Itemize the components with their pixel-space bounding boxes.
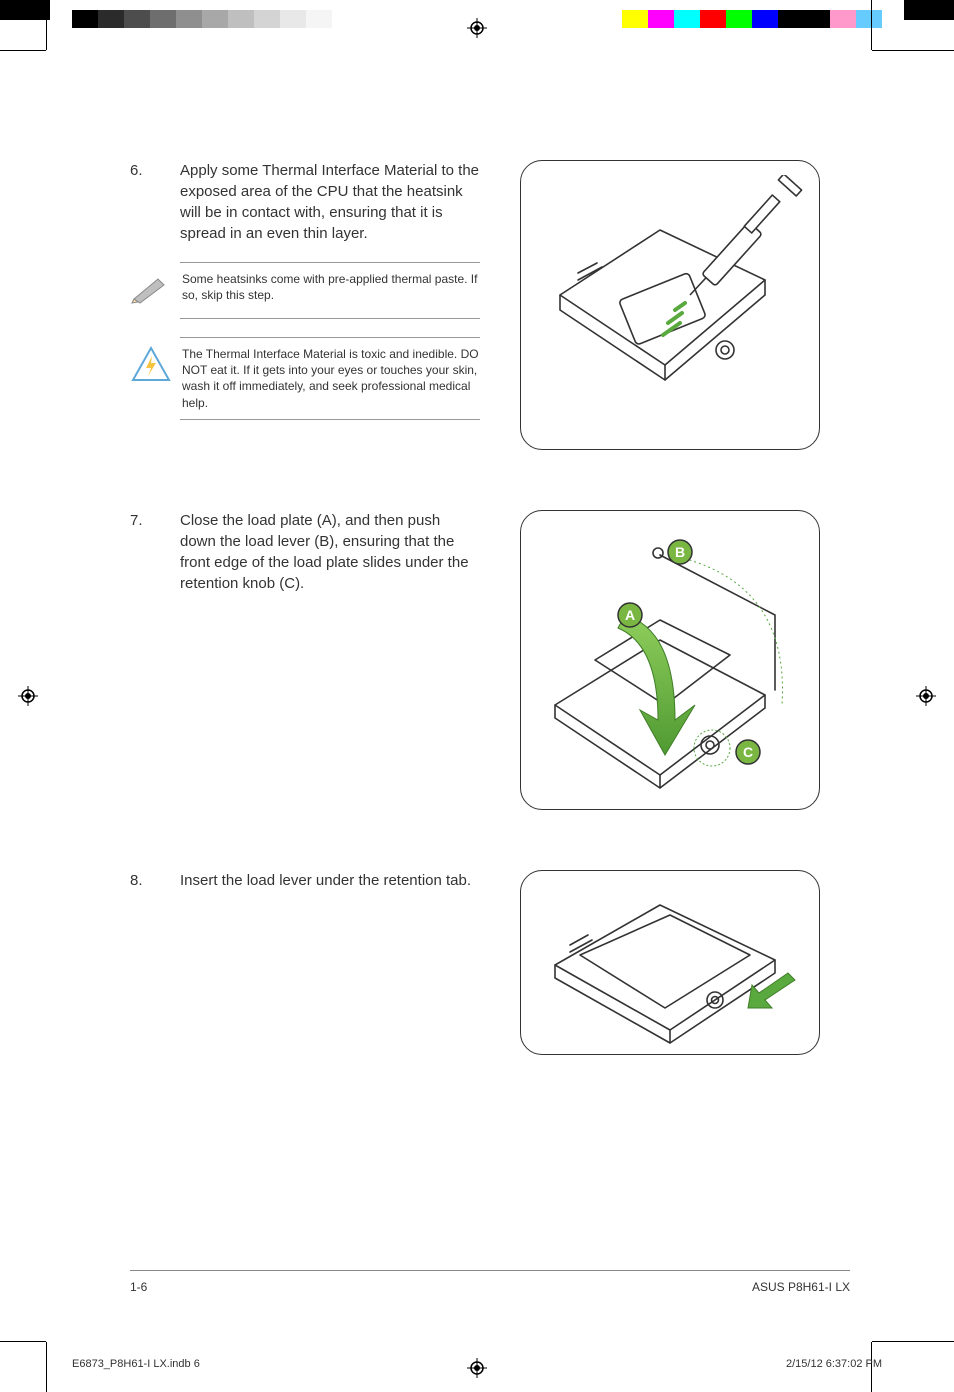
step-text: Apply some Thermal Interface Material to… <box>180 160 480 244</box>
step-text: Close the load plate (A), and then push … <box>180 510 480 594</box>
registration-mark-right <box>916 686 936 706</box>
color-calibration-strip <box>596 10 882 28</box>
print-datetime: 2/15/12 6:37:02 PM <box>786 1358 882 1370</box>
step-number: 6. <box>130 160 180 181</box>
page-footer: 1-6 ASUS P8H61-I LX <box>130 1280 850 1294</box>
note-warning: The Thermal Interface Material is toxic … <box>180 337 480 420</box>
note-text: Some heatsinks come with pre-applied the… <box>182 271 480 303</box>
print-file: E6873_P8H61-I LX.indb 6 <box>72 1358 200 1370</box>
step-number: 7. <box>130 510 180 531</box>
registration-mark-left <box>18 686 38 706</box>
gray-calibration-strip <box>72 10 358 28</box>
step-6: 6. Apply some Thermal Interface Material… <box>130 160 850 450</box>
step-number: 8. <box>130 870 180 891</box>
note-text: The Thermal Interface Material is toxic … <box>182 346 480 411</box>
illustration-retention-tab <box>520 870 820 1055</box>
note-info: Some heatsinks come with pre-applied the… <box>180 262 480 319</box>
label-b: B <box>675 544 685 560</box>
label-c: C <box>743 744 753 760</box>
print-job-footer: E6873_P8H61-I LX.indb 6 2/15/12 6:37:02 … <box>72 1358 882 1370</box>
pencil-icon <box>130 271 172 310</box>
label-a: A <box>625 607 635 623</box>
page-number: 1-6 <box>130 1280 147 1294</box>
illustration-load-plate: A B C <box>520 510 820 810</box>
product-name: ASUS P8H61-I LX <box>752 1280 850 1294</box>
page-content: 6. Apply some Thermal Interface Material… <box>130 160 850 1115</box>
illustration-thermal-paste <box>520 160 820 450</box>
step-8: 8. Insert the load lever under the reten… <box>130 870 850 1055</box>
registration-mark-top <box>467 18 487 38</box>
footer-divider <box>130 1270 850 1271</box>
step-7: 7. Close the load plate (A), and then pu… <box>130 510 850 810</box>
lightning-icon <box>130 346 172 389</box>
step-text: Insert the load lever under the retentio… <box>180 870 480 891</box>
